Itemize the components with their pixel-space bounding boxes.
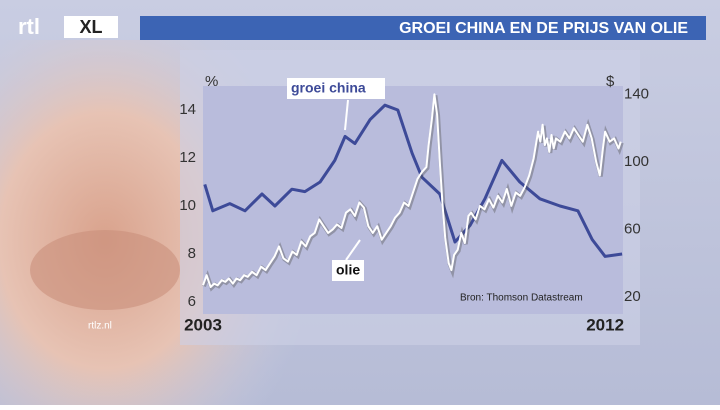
chart-title: GROEI CHINA EN DE PRIJS VAN OLIE: [399, 20, 688, 37]
x-tick-label: 2012: [586, 315, 624, 334]
y-tick-label: 8: [188, 245, 196, 262]
y-tick-label: 6: [188, 293, 196, 310]
plot-area: [203, 86, 623, 314]
x-tick-label: 2003: [184, 315, 222, 334]
logo-badge-text: XL: [79, 17, 102, 37]
y2-tick-label: 20: [624, 288, 641, 305]
legend-label: groei china: [291, 80, 366, 96]
y-tick-label: 14: [179, 101, 196, 118]
photo-object: [30, 230, 180, 310]
y2-axis-label: $: [606, 73, 615, 90]
series-line: [203, 103, 623, 258]
logo-badge: [64, 16, 118, 38]
source-note: Bron: Thomson Datastream: [460, 293, 583, 304]
label-leader: [345, 239, 361, 261]
legend-label: olie: [336, 262, 360, 278]
series-line: [202, 93, 622, 288]
title-bar: [140, 16, 706, 40]
site-url: rtlz.nl: [88, 321, 112, 332]
y-axis-label: %: [205, 73, 218, 90]
logo: rtl: [18, 14, 40, 39]
label-leader: [344, 99, 349, 131]
label-box: [287, 78, 385, 99]
y2-tick-label: 100: [624, 153, 649, 170]
y-tick-label: 10: [179, 197, 196, 214]
y2-tick-label: 60: [624, 221, 641, 238]
y2-tick-label: 140: [624, 85, 649, 102]
label-box: [332, 260, 364, 281]
y-tick-label: 12: [179, 149, 196, 166]
